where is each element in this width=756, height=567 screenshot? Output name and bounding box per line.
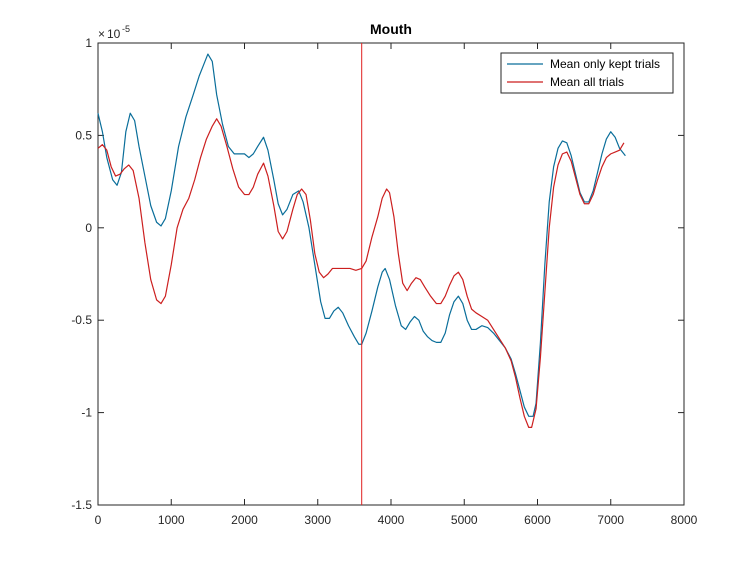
y-exponent-base: 10: [107, 27, 121, 41]
series-layer: [97, 53, 626, 428]
chart-title: Mouth: [370, 21, 412, 37]
x-tick-label: 7000: [597, 513, 624, 527]
x-tick-label: 3000: [304, 513, 331, 527]
legend-box: [500, 52, 674, 94]
y-tick-label: 0.5: [75, 128, 92, 142]
y-tick-label: -1: [81, 406, 92, 420]
y-exponent-times-sign: ×: [98, 27, 105, 41]
series-line-all-trials: [97, 118, 625, 428]
x-tick-label: 5000: [451, 513, 478, 527]
plot-area: [97, 42, 685, 506]
tick-marks: [97, 42, 685, 506]
x-tick-label: 8000: [671, 513, 698, 527]
y-tick-label: 0: [85, 221, 92, 235]
legend: Mean only kept trials Mean all trials: [500, 52, 674, 94]
x-tick-label: 0: [95, 513, 102, 527]
x-tick-label: 4000: [378, 513, 405, 527]
y-exponent-power: -5: [122, 24, 130, 34]
legend-label-kept-trials: Mean only kept trials: [550, 57, 660, 71]
legend-label-all-trials: Mean all trials: [550, 75, 624, 89]
x-tick-label: 1000: [158, 513, 185, 527]
x-tick-label: 6000: [524, 513, 551, 527]
series-line-kept-trials: [97, 53, 626, 417]
y-tick-label: -1.5: [71, 498, 92, 512]
y-tick-label: 1: [85, 36, 92, 50]
x-axis-tick-labels: 0 1000 2000 3000 4000 5000 6000 7000 8000: [95, 513, 698, 527]
y-tick-label: -0.5: [71, 313, 92, 327]
y-axis-tick-labels: -1.5 -1 -0.5 0 0.5 1: [71, 36, 92, 512]
x-tick-label: 2000: [231, 513, 258, 527]
